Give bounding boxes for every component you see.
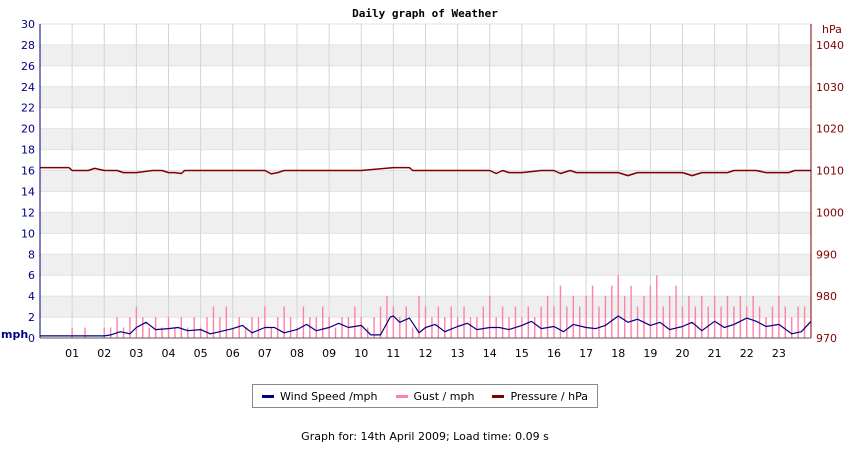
- left-tick-label: 2: [28, 311, 35, 324]
- left-tick-label: 28: [21, 39, 35, 52]
- axes: [39, 24, 812, 339]
- right-tick-label: 1030: [816, 81, 844, 94]
- x-tick-label: 09: [322, 347, 336, 360]
- right-axis-unit: hPa: [822, 23, 842, 36]
- x-tick-label: 06: [226, 347, 240, 360]
- footer-status: Graph for: 14th April 2009; Load time: 0…: [301, 430, 549, 443]
- wind-speed-line: [40, 315, 812, 337]
- right-tick-label: 1010: [816, 165, 844, 178]
- x-tick-label: 12: [419, 347, 433, 360]
- right-tick-label: 1000: [816, 206, 844, 219]
- x-tick-label: 18: [611, 347, 625, 360]
- left-tick-label: 6: [28, 269, 35, 282]
- gust-swatch: [395, 394, 408, 398]
- x-tick-label: 02: [97, 347, 111, 360]
- x-tick-label: 23: [772, 347, 786, 360]
- x-tick-label: 16: [547, 347, 561, 360]
- right-axis-ticks: 970 980 990 1000 1010 1020 1030 1040: [816, 39, 844, 345]
- legend-label-gust: Gust / mph: [413, 389, 475, 403]
- right-tick-label: 1020: [816, 123, 844, 136]
- x-tick-label: 15: [515, 347, 529, 360]
- left-tick-label: 30: [21, 18, 35, 31]
- x-tick-label: 19: [643, 347, 657, 360]
- right-tick-label: 980: [816, 290, 837, 303]
- x-axis-ticks: 01 02 03 04 05 06 07 08 09 10 11 12 13 14 15 16 17 18 19 20…: [65, 347, 786, 360]
- left-axis-unit: mph: [1, 328, 28, 341]
- left-tick-label: 22: [21, 102, 35, 115]
- wind-speed-swatch: [262, 394, 274, 398]
- left-tick-label: 24: [21, 81, 35, 94]
- left-tick-label: 16: [21, 165, 35, 178]
- left-tick-label: 0: [28, 332, 35, 345]
- legend-label-wind-speed: Wind Speed /mph: [280, 389, 378, 403]
- x-tick-label: 03: [129, 347, 143, 360]
- right-tick-label: 1040: [816, 39, 844, 52]
- left-tick-label: 12: [21, 206, 35, 219]
- x-tick-label: 11: [386, 347, 400, 360]
- pressure-swatch: [492, 394, 505, 398]
- left-tick-label: 20: [21, 123, 35, 136]
- x-tick-label: 07: [258, 347, 272, 360]
- legend-item-gust: Gust / mph: [395, 389, 475, 403]
- left-tick-label: 8: [28, 248, 35, 261]
- right-tick-label: 970: [816, 332, 837, 345]
- left-tick-label: 14: [21, 185, 35, 198]
- legend-item-wind-speed: Wind Speed /mph: [262, 390, 378, 403]
- x-tick-label: 21: [708, 347, 722, 360]
- x-tick-label: 08: [290, 347, 304, 360]
- x-tick-label: 22: [740, 347, 754, 360]
- x-tick-label: 04: [162, 347, 176, 360]
- left-tick-label: 18: [21, 144, 35, 157]
- left-tick-label: 4: [28, 290, 35, 303]
- x-tick-label: 01: [65, 347, 79, 360]
- right-tick-label: 990: [816, 248, 837, 261]
- x-tick-label: 20: [676, 347, 690, 360]
- left-tick-label: 26: [21, 60, 35, 73]
- pressure-line: [40, 166, 811, 177]
- legend-item-pressure: Pressure / hPa: [492, 390, 588, 403]
- x-tick-label: 10: [354, 347, 368, 360]
- x-tick-label: 17: [579, 347, 593, 360]
- left-tick-label: 10: [21, 227, 35, 240]
- x-tick-label: 13: [451, 347, 465, 360]
- legend-label-pressure: Pressure / hPa: [510, 389, 588, 403]
- series-layer: [40, 166, 812, 338]
- chart-title: Daily graph of Weather: [352, 7, 498, 20]
- legend: Wind Speed /mph Gust / mph Pressure / hP…: [252, 384, 598, 408]
- x-tick-label: 05: [194, 347, 208, 360]
- gust-series: [71, 275, 806, 338]
- x-tick-label: 14: [483, 347, 497, 360]
